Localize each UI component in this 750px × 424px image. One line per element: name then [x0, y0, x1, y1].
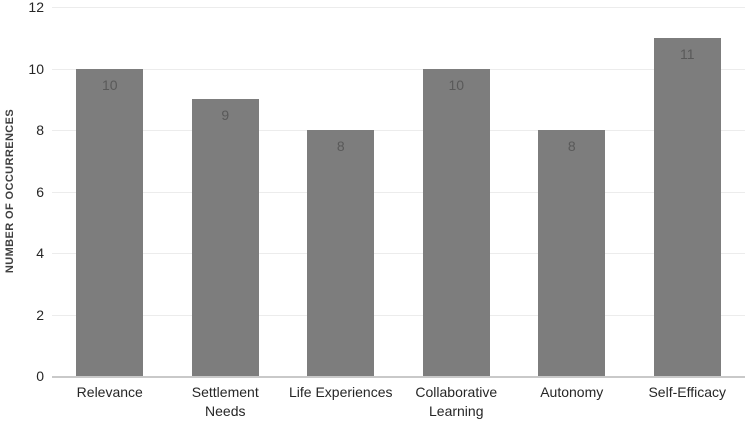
x-category-label: Autonomy — [540, 384, 604, 400]
x-category-label: Collaborative Learning — [415, 384, 498, 419]
gridline — [52, 314, 745, 316]
bar-3: 8 — [307, 130, 375, 376]
x-category-label: Life Experiences — [288, 384, 393, 400]
x-category-label: Settlement Needs — [191, 384, 259, 419]
bar-1: 10 — [76, 68, 144, 376]
gridline — [52, 130, 745, 131]
bar-data-label: 10 — [101, 76, 118, 93]
bar-4: 10 — [422, 68, 490, 376]
bar-2: 9 — [191, 99, 259, 376]
x-category-label: Relevance — [76, 384, 143, 400]
y-tick-label: 2 — [36, 306, 44, 323]
bar-data-label: 11 — [679, 45, 695, 62]
plot-area: 10 9 8 10 8 11 — [52, 7, 745, 378]
gridline — [52, 7, 745, 8]
y-axis-tick-labels: 0 2 4 6 8 10 12 — [0, 0, 44, 384]
y-tick-label: 4 — [36, 245, 44, 261]
bar-6: 11 — [653, 37, 721, 376]
bar-data-label: 9 — [221, 107, 230, 124]
x-category-label: Self-Efficacy — [648, 384, 727, 400]
bar-data-label: 8 — [336, 138, 345, 154]
y-tick-label: 12 — [28, 0, 44, 15]
y-tick-label: 6 — [36, 183, 44, 200]
bar-5: 8 — [538, 130, 606, 376]
gridline — [52, 68, 745, 70]
y-tick-label: 0 — [36, 368, 44, 384]
x-axis-category-labels: Relevance Settlement Needs Life Experience… — [52, 383, 745, 421]
gridline — [52, 253, 745, 254]
gridline — [52, 191, 745, 193]
bar-data-label: 8 — [567, 138, 576, 154]
y-tick-label: 8 — [36, 122, 44, 138]
y-tick-label: 10 — [28, 60, 44, 77]
bar-data-label: 10 — [448, 76, 465, 93]
x-axis-line — [52, 376, 745, 378]
